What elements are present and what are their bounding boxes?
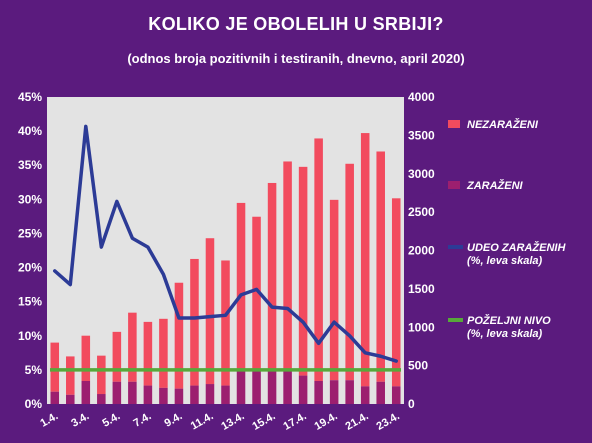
positive-bar: [112, 381, 122, 404]
negative-bar: [345, 163, 354, 381]
negative-bar: [298, 166, 308, 376]
x-tick-label: 15.4.: [250, 410, 277, 433]
positive-bar: [329, 380, 339, 404]
negative-bar: [143, 321, 153, 386]
positive-bar: [236, 370, 246, 404]
x-tick-label: 7.4.: [131, 410, 153, 430]
legend-label: NEZARAŽENI: [467, 118, 539, 131]
positive-bar: [128, 381, 137, 404]
positive-bars-group: [50, 369, 401, 404]
positive-bar: [50, 391, 60, 404]
x-tick-label: 3.4.: [69, 410, 91, 430]
legend-label: ZARAŽENI: [466, 179, 524, 192]
positive-bar: [174, 388, 184, 404]
x-tick-label: 9.4.: [163, 410, 185, 430]
negative-bar: [360, 133, 370, 387]
negative-bar: [236, 202, 246, 371]
right-axis: 0 500 1000 1500 2000 2500 3000 3500 4000: [408, 90, 435, 411]
x-tick-label: 11.4.: [189, 410, 216, 432]
positive-bar: [391, 386, 401, 404]
positive-bar: [360, 386, 370, 404]
right-tick-label: 1500: [408, 282, 435, 296]
negative-bar: [50, 342, 60, 392]
legend-label: POŽELJNI NIVO: [467, 314, 551, 327]
left-tick-label: 40%: [18, 124, 42, 138]
x-tick-label: 17.4.: [281, 410, 308, 433]
right-tick-label: 2000: [408, 244, 435, 258]
lines-group: [50, 124, 401, 372]
negative-bar: [267, 182, 277, 370]
x-tick-label: 23.4.: [375, 410, 402, 433]
negative-bar: [112, 331, 122, 382]
negative-bar: [81, 335, 91, 381]
x-tick-label: 19.4.: [312, 410, 339, 433]
left-tick-label: 0%: [25, 397, 43, 411]
left-tick-label: 35%: [18, 158, 42, 172]
legend-swatch-line: [448, 318, 463, 322]
negative-bar: [283, 161, 292, 371]
negative-bar: [174, 282, 184, 389]
negative-bar: [159, 318, 168, 388]
right-tick-label: 1000: [408, 320, 435, 334]
right-tick-label: 3000: [408, 167, 435, 181]
positive-bar: [221, 385, 230, 404]
positive-bar: [314, 380, 323, 404]
negative-bar: [221, 260, 230, 386]
negative-bars-group: [50, 133, 401, 395]
right-tick-label: 0: [408, 397, 415, 411]
positive-bar: [298, 375, 308, 404]
left-tick-label: 5%: [25, 363, 43, 377]
negative-bar: [190, 258, 199, 386]
positive-bar: [81, 380, 91, 404]
share-infected-line: [53, 124, 398, 363]
positive-bar: [159, 387, 168, 404]
positive-bar: [97, 394, 106, 404]
left-axis: 0% 5% 10% 15% 20% 25% 30% 35% 40% 45%: [18, 90, 42, 411]
negative-bar: [314, 138, 323, 381]
left-tick-label: 30%: [18, 192, 42, 206]
negative-bar: [97, 355, 106, 395]
legend-swatch-box: [448, 181, 460, 189]
legend-swatch-box: [448, 120, 460, 128]
positive-bar: [190, 385, 199, 404]
x-axis: 1.4. 3.4. 5.4. 7.4. 9.4. 11.4. 13.4. 15.4. 17.4.…: [38, 410, 401, 433]
positive-bar: [283, 370, 292, 404]
positive-bar: [345, 380, 354, 404]
negative-bar: [376, 151, 385, 382]
positive-bar: [66, 394, 75, 404]
legend-label: UDEO ZARAŽENIH: [467, 241, 566, 254]
left-tick-label: 45%: [18, 90, 42, 104]
left-tick-label: 25%: [18, 226, 42, 240]
x-tick-label: 21.4.: [344, 410, 371, 433]
right-tick-label: 500: [408, 359, 428, 373]
positive-bar: [252, 370, 261, 404]
chart-title: KOLIKO JE OBOLELIH U SRBIJI?: [148, 14, 444, 34]
negative-bar: [329, 199, 339, 381]
legend-label: (%, leva skala): [467, 328, 543, 340]
left-tick-label: 10%: [18, 329, 42, 343]
right-tick-label: 3500: [408, 128, 435, 142]
x-tick-label: 1.4.: [38, 410, 60, 430]
negative-bar: [205, 238, 215, 385]
left-tick-label: 15%: [18, 295, 42, 309]
x-tick-label: 5.4.: [100, 410, 122, 430]
positive-bar: [376, 381, 385, 404]
legend-label: (%, leva skala): [467, 255, 543, 267]
negative-bar: [66, 356, 75, 395]
negative-bar: [252, 216, 261, 371]
legend-swatch-line: [448, 245, 463, 249]
right-tick-label: 4000: [408, 90, 435, 104]
negative-bar: [128, 312, 137, 382]
right-tick-label: 2500: [408, 205, 435, 219]
positive-bar: [205, 384, 215, 404]
positive-bar: [143, 385, 153, 404]
chart-subtitle: (odnos broja pozitivnih i testiranih, dn…: [127, 51, 465, 66]
positive-bar: [267, 369, 277, 404]
x-tick-label: 13.4.: [219, 410, 246, 433]
left-tick-label: 20%: [18, 261, 42, 275]
negative-bar: [391, 198, 401, 387]
